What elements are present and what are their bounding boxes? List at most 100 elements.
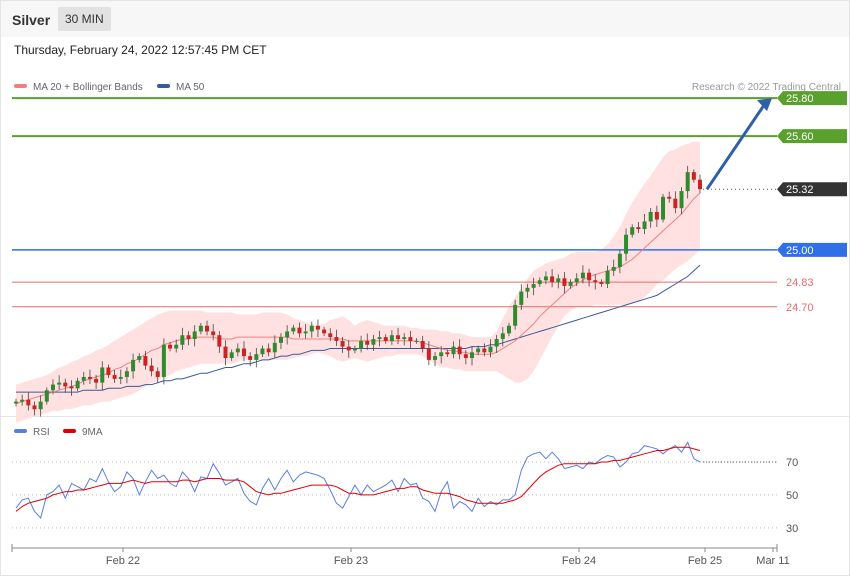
candle — [556, 274, 561, 289]
candle — [654, 205, 659, 227]
current-tag-text-2: 25.32 — [786, 184, 814, 196]
candle — [291, 324, 296, 335]
candle-body — [186, 335, 191, 340]
candle — [20, 394, 25, 406]
candle — [636, 222, 641, 234]
timeframe-button[interactable]: 30 MIN — [58, 7, 111, 31]
candle-body — [537, 280, 542, 285]
candle-body — [648, 211, 653, 222]
candle — [260, 345, 265, 358]
candle — [673, 191, 678, 214]
candle — [248, 352, 253, 367]
x-tick-label: Mar 11 — [756, 555, 789, 567]
rsi-tick-label-50: 50 — [786, 490, 798, 502]
candle — [254, 347, 259, 368]
rsi-ma-line — [15, 446, 701, 512]
candle-body — [223, 346, 228, 358]
candle — [155, 367, 160, 384]
candle — [383, 334, 388, 344]
candle — [272, 335, 277, 358]
candle-body — [174, 344, 179, 349]
candle — [624, 228, 629, 262]
candle-body — [426, 348, 431, 360]
candle — [691, 169, 696, 183]
candle-body — [75, 380, 80, 389]
candle-body — [50, 384, 55, 391]
candle — [328, 328, 333, 342]
candle — [648, 207, 653, 228]
candle-body — [266, 348, 271, 353]
candle-body — [673, 198, 678, 209]
candle-body — [340, 340, 345, 347]
candle — [414, 338, 419, 344]
header-bar: Silver 30 MIN — [1, 1, 849, 37]
candle-body — [143, 356, 148, 366]
candle-body — [346, 346, 351, 351]
candle-body — [32, 405, 37, 410]
legend-ma50: MA 50 — [157, 82, 204, 93]
candle-body — [112, 375, 117, 379]
candle-body — [556, 278, 561, 283]
candle-body — [309, 325, 314, 332]
legend-ma20-label: MA 20 + Bollinger Bands — [33, 82, 143, 93]
forecast-arrow-shaft — [705, 104, 766, 191]
resistance-tag-bg-1 — [777, 129, 847, 144]
candle — [408, 330, 413, 349]
candle-body — [155, 371, 160, 377]
candle — [550, 269, 555, 288]
candle-body — [211, 331, 216, 336]
candle — [81, 371, 86, 385]
candle — [211, 324, 216, 341]
candle-body — [402, 337, 407, 340]
forecast-arrow-head — [757, 98, 772, 112]
candle — [562, 272, 567, 294]
candle — [198, 322, 203, 335]
candle — [642, 214, 647, 235]
candle-body — [137, 356, 142, 360]
legend-ma50-label: MA 50 — [176, 82, 205, 93]
candle — [371, 335, 376, 351]
candle-body — [383, 337, 388, 341]
candle-body — [131, 359, 136, 372]
x-tick-label: Feb 25 — [688, 555, 722, 567]
candle — [463, 350, 468, 365]
rsi-tick-label-30: 30 — [786, 523, 798, 535]
legend-9ma: 9MA — [63, 427, 103, 438]
candle — [365, 333, 370, 350]
candle-body — [500, 333, 505, 340]
candle — [217, 331, 222, 353]
ma50-swatch — [157, 84, 170, 89]
candle — [229, 349, 234, 361]
candle — [161, 338, 166, 385]
candle-body — [482, 348, 487, 353]
candle-body — [463, 354, 468, 358]
candle-body — [593, 280, 598, 283]
candle — [57, 375, 62, 390]
candle-body — [587, 272, 592, 281]
support-label-4: 24.83 — [786, 277, 814, 289]
candle — [580, 265, 585, 284]
candle-body — [550, 276, 555, 283]
candle — [112, 369, 117, 383]
candle — [186, 331, 191, 346]
candle-body — [377, 337, 382, 340]
candle — [174, 339, 179, 353]
datetime-label: Thursday, February 24, 2022 12:57:45 PM … — [14, 43, 267, 57]
legend-ma20: MA 20 + Bollinger Bands — [14, 82, 143, 93]
candle — [278, 333, 283, 350]
candle-body — [525, 287, 530, 292]
candle-body — [494, 339, 499, 347]
candle — [605, 265, 610, 289]
legend-rsi: RSI — [14, 427, 50, 438]
candle — [192, 325, 197, 347]
symbol-title: Silver — [12, 12, 51, 28]
candle-body — [303, 331, 308, 334]
candle — [100, 361, 105, 391]
candle — [476, 345, 481, 356]
candle-body — [229, 352, 234, 358]
candle — [266, 343, 271, 357]
candle-body — [408, 337, 413, 341]
candle-body — [543, 276, 548, 281]
